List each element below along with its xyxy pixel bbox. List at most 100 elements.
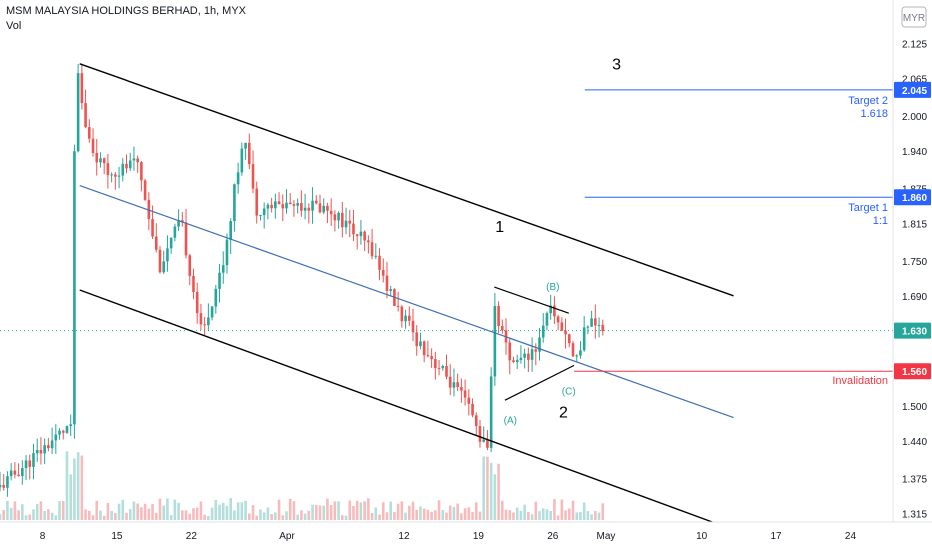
candle-body — [76, 73, 80, 152]
candle-body — [467, 397, 471, 404]
candle-body — [463, 390, 467, 398]
x-tick-label: 24 — [845, 531, 857, 542]
candle-body — [594, 318, 597, 326]
wave-label: 3 — [612, 57, 621, 74]
candle-body — [482, 439, 486, 442]
volume-label[interactable]: Vol — [6, 20, 22, 32]
volume-bar — [374, 507, 378, 520]
candle-body — [538, 337, 541, 352]
candle-body — [266, 204, 270, 209]
candle-body — [352, 223, 355, 235]
volume-bar — [50, 512, 54, 520]
price-tag-value: 1.860 — [902, 193, 927, 204]
volume-bar — [244, 500, 247, 520]
currency-button-label[interactable]: MYR — [903, 13, 925, 24]
volume-bar — [579, 512, 582, 520]
volume-bar — [437, 500, 441, 520]
volume-bar — [396, 503, 400, 520]
candle-body — [567, 334, 571, 344]
trendline-channel-lower — [79, 289, 713, 523]
volume-bar — [61, 500, 65, 520]
candle-body — [285, 202, 288, 209]
x-tick-label: 12 — [398, 531, 410, 542]
candle-body — [329, 210, 333, 215]
wave-label: (A) — [504, 415, 517, 426]
wave-label: 1 — [495, 219, 504, 236]
candle-body — [154, 236, 158, 250]
candle-body — [300, 203, 303, 211]
candle-body — [117, 175, 121, 177]
volume-bar — [2, 510, 6, 520]
price-level-label: Target 2 — [848, 95, 888, 107]
candle-body — [415, 332, 419, 347]
volume-bar — [445, 512, 448, 520]
volume-bar — [504, 509, 508, 520]
candle-body — [553, 305, 556, 317]
candle-body — [452, 382, 456, 388]
volume-bar — [422, 508, 426, 520]
volume-bar — [322, 505, 326, 520]
volume-bar — [95, 500, 99, 520]
candle-body — [359, 231, 363, 237]
candle-body — [307, 207, 311, 211]
candle-body — [508, 342, 512, 361]
candle-body — [80, 73, 84, 104]
volume-bar — [337, 501, 340, 520]
candle-body — [590, 318, 593, 327]
volume-bar — [65, 451, 69, 520]
volume-bar — [460, 513, 463, 520]
candle-body — [486, 439, 489, 448]
volume-bar — [601, 503, 605, 520]
volume-bar — [9, 507, 13, 520]
price-tag-value: 2.045 — [902, 86, 927, 97]
y-tick-label: 1.315 — [902, 509, 927, 520]
volume-bar — [277, 499, 281, 520]
volume-bar — [24, 515, 28, 520]
volume-bar — [274, 512, 277, 520]
volume-bar — [300, 510, 303, 520]
trendline-channel-middle — [79, 185, 734, 419]
volume-bar — [0, 514, 2, 520]
volume-bar — [154, 512, 158, 520]
candle-body — [586, 326, 590, 328]
candle-body — [471, 403, 474, 416]
volume-bar — [32, 509, 35, 520]
volume-bar — [348, 500, 352, 520]
x-tick-label: 8 — [40, 531, 46, 542]
volume-bar — [214, 499, 218, 520]
candle-body — [348, 220, 352, 224]
volume-bar — [132, 501, 136, 520]
x-tick-label: Apr — [279, 531, 295, 542]
candle-body — [523, 353, 526, 358]
volume-bar — [181, 510, 184, 520]
candle-body — [370, 242, 374, 257]
candle-body — [173, 226, 177, 238]
volume-bar — [519, 510, 523, 520]
candle-body — [363, 231, 366, 241]
volume-bar — [233, 510, 236, 520]
candle-body — [210, 306, 214, 318]
candle-body — [434, 359, 437, 369]
candle-body — [448, 376, 452, 388]
volume-bar — [474, 502, 478, 520]
volume-bar — [296, 514, 299, 520]
candle-body — [236, 172, 240, 185]
volume-bar — [106, 502, 110, 520]
candle-body — [195, 291, 199, 314]
candle-body — [17, 474, 20, 477]
candle-body — [21, 468, 24, 477]
candle-body — [169, 237, 173, 249]
candle-body — [6, 476, 9, 488]
candle-body — [114, 174, 117, 177]
volume-bar — [162, 505, 166, 520]
volume-bar — [415, 509, 419, 520]
volume-bar — [17, 510, 20, 520]
candle-body — [419, 341, 422, 347]
volume-bar — [99, 510, 102, 520]
candle-body — [288, 202, 292, 205]
volume-bar — [229, 498, 232, 520]
candle-body — [374, 255, 378, 257]
